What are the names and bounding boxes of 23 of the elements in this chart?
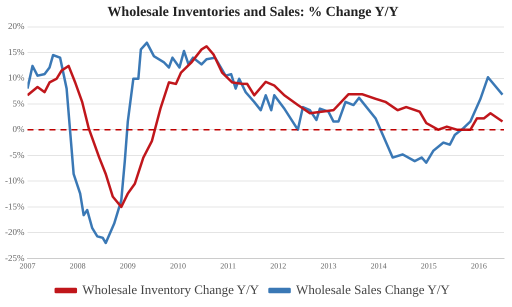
x-tick-label: 2009 (120, 261, 136, 270)
y-tick-label: 20% (8, 21, 25, 32)
chart-title: Wholesale Inventories and Sales: % Change Y/Y (107, 5, 399, 20)
x-tick-label: 2008 (70, 261, 86, 270)
y-tick-label: -15% (4, 201, 25, 212)
y-tick-label: 5% (12, 98, 25, 108)
y-tick-label: -5% (9, 150, 25, 160)
y-tick-label: -10% (4, 176, 25, 186)
y-tick-label: -20% (4, 227, 25, 238)
legend-label: Wholesale Sales Change Y/Y (296, 282, 450, 297)
x-tick-label: 2013 (320, 261, 336, 270)
x-tick-label: 2015 (420, 261, 437, 270)
x-tick-label: 2007 (19, 261, 36, 270)
x-tick-label: 2012 (270, 261, 286, 270)
y-tick-label: 15% (8, 46, 25, 57)
y-tick-label: 0% (12, 124, 25, 134)
y-tick-label: 10% (8, 72, 25, 83)
x-tick-label: 2011 (220, 261, 236, 270)
x-tick-label: 2016 (470, 261, 487, 270)
x-tick-label: 2014 (370, 261, 387, 270)
legend-label: Wholesale Inventory Change Y/Y (82, 282, 260, 297)
x-tick-label: 2010 (170, 261, 186, 270)
y-tick-label: -25% (4, 252, 25, 263)
